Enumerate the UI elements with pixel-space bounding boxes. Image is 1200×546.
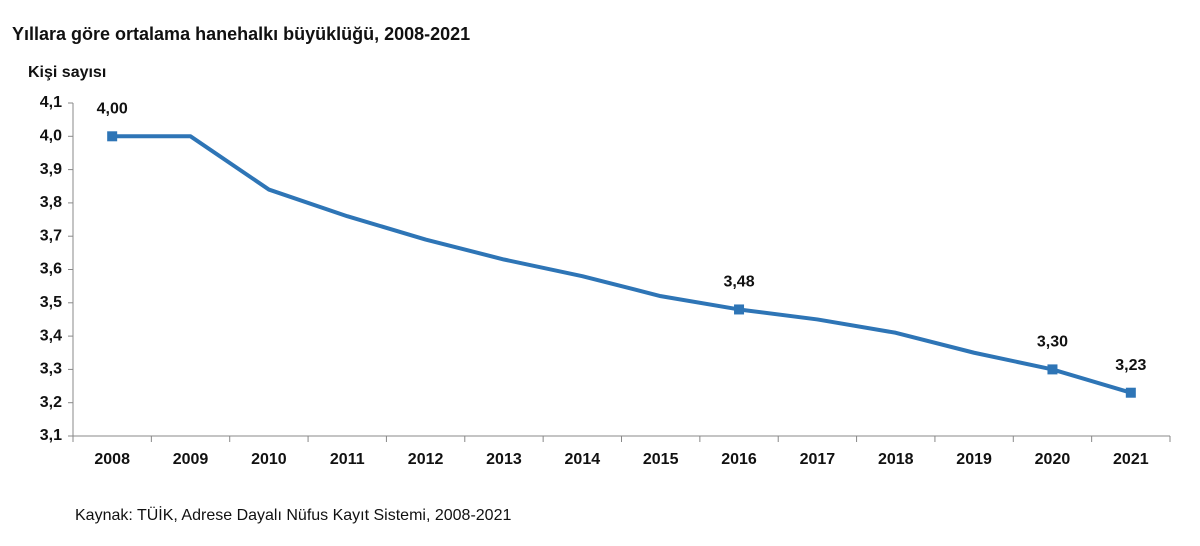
y-tick-label: 3,1 bbox=[40, 427, 62, 444]
x-tick-label: 2012 bbox=[408, 451, 444, 468]
x-tick-label: 2021 bbox=[1113, 451, 1149, 468]
x-tick-label: 2017 bbox=[800, 451, 836, 468]
data-label: 4,00 bbox=[97, 101, 128, 118]
data-label: 3,30 bbox=[1037, 334, 1068, 351]
y-tick-label: 3,7 bbox=[40, 227, 62, 244]
x-tick-label: 2014 bbox=[565, 451, 601, 468]
data-marker bbox=[107, 131, 118, 142]
x-tick-label: 2013 bbox=[486, 451, 522, 468]
data-label: 3,48 bbox=[723, 274, 754, 291]
y-tick-label: 4,0 bbox=[40, 128, 62, 145]
data-marker bbox=[1047, 364, 1058, 375]
data-line bbox=[112, 134, 1132, 395]
data-marker bbox=[734, 304, 745, 315]
data-label: 3,23 bbox=[1115, 357, 1146, 374]
x-tick-label: 2016 bbox=[721, 451, 757, 468]
y-tick-label: 3,8 bbox=[40, 194, 62, 211]
y-tick-label: 3,3 bbox=[40, 361, 62, 378]
x-tick-label: 2018 bbox=[878, 451, 914, 468]
chart-title: Yıllara göre ortalama hanehalkı büyüklüğ… bbox=[12, 24, 470, 44]
x-tick-label: 2008 bbox=[94, 451, 130, 468]
y-tick-label: 3,9 bbox=[40, 161, 62, 178]
x-tick-label: 2015 bbox=[643, 451, 679, 468]
x-tick-label: 2019 bbox=[956, 451, 992, 468]
y-tick-label: 4,1 bbox=[40, 94, 62, 111]
y-tick-label: 3,6 bbox=[40, 261, 62, 278]
x-tick-label: 2009 bbox=[173, 451, 209, 468]
y-axis-label: Kişi sayısı bbox=[28, 64, 106, 81]
data-marker bbox=[1125, 387, 1136, 398]
source-note: Kaynak: TÜİK, Adrese Dayalı Nüfus Kayıt … bbox=[75, 505, 511, 524]
x-tick-label: 2010 bbox=[251, 451, 287, 468]
y-tick-label: 3,5 bbox=[40, 294, 62, 311]
x-tick-label: 2011 bbox=[330, 451, 365, 468]
y-tick-label: 3,2 bbox=[40, 394, 62, 411]
x-tick-label: 2020 bbox=[1035, 451, 1071, 468]
y-tick-label: 3,4 bbox=[40, 327, 62, 344]
